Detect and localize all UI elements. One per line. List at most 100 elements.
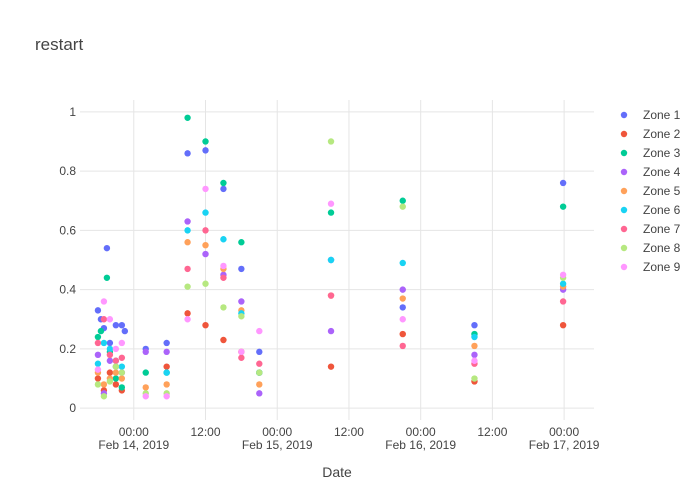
legend-item[interactable]: Zone 1 (620, 108, 681, 122)
data-point (399, 295, 406, 302)
data-point (163, 348, 170, 356)
legend-item[interactable]: Zone 2 (620, 127, 681, 141)
legend-item[interactable]: Zone 7 (620, 222, 681, 236)
legend-label: Zone 1 (643, 108, 681, 122)
data-point (399, 330, 406, 338)
data-point (399, 304, 406, 311)
legend-marker (620, 130, 628, 138)
data-point (220, 185, 227, 193)
data-point (220, 304, 227, 311)
legend-marker (620, 244, 628, 252)
legend-label: Zone 3 (643, 146, 681, 160)
data-point (94, 339, 102, 347)
legend-label: Zone 6 (643, 203, 681, 217)
data-point (112, 375, 120, 382)
data-point (106, 339, 114, 347)
legend-marker (620, 187, 628, 195)
legend-item[interactable]: Zone 8 (620, 241, 681, 255)
data-point (220, 274, 227, 281)
data-point (163, 339, 170, 347)
x-tick-label: 00:00 (406, 425, 436, 439)
data-point (100, 339, 108, 347)
y-tick-label: 0.4 (59, 283, 76, 297)
data-point (559, 280, 567, 287)
legend-item[interactable]: Zone 4 (620, 165, 681, 179)
data-point (220, 336, 227, 344)
x-tick-sublabel: Feb 17, 2019 (529, 438, 600, 452)
data-point (202, 321, 209, 329)
data-point (163, 369, 170, 376)
legend-item[interactable]: Zone 6 (620, 203, 681, 217)
data-point (97, 327, 105, 335)
data-point (163, 363, 170, 370)
data-point (559, 298, 567, 305)
data-point (100, 316, 108, 323)
data-point (220, 179, 227, 187)
data-point (471, 333, 478, 341)
grid (80, 100, 594, 420)
data-point (327, 292, 335, 299)
data-point (327, 363, 335, 370)
plot-points (94, 114, 567, 400)
data-point (559, 321, 567, 329)
data-point (399, 316, 406, 323)
legend-marker (620, 225, 628, 233)
legend-marker (620, 168, 628, 176)
x-tick-label: 12:00 (190, 425, 220, 439)
plot-area (80, 100, 594, 420)
data-point (94, 375, 102, 382)
series-zone-9 (94, 185, 567, 400)
data-point (327, 209, 335, 216)
y-tick-label: 0.6 (59, 223, 76, 237)
data-point (399, 203, 406, 210)
data-point (184, 150, 191, 157)
data-point (118, 375, 126, 382)
series-zone-3 (94, 114, 567, 391)
series-zone-1 (94, 147, 567, 356)
x-tick-label: 12:00 (334, 425, 364, 439)
data-point (327, 138, 335, 145)
data-point (471, 321, 478, 329)
data-point (118, 354, 126, 361)
data-point (202, 280, 209, 287)
data-point (399, 197, 406, 204)
data-point (238, 239, 245, 246)
legend-label: Zone 5 (643, 184, 681, 198)
data-point (100, 381, 108, 388)
data-point (184, 218, 191, 225)
data-point (184, 316, 191, 323)
data-point (142, 348, 149, 356)
data-point (106, 357, 114, 364)
legend-item[interactable]: Zone 5 (620, 184, 681, 198)
legend-label: Zone 9 (643, 260, 681, 274)
legend-label: Zone 4 (643, 165, 681, 179)
data-point (112, 369, 120, 376)
legend-marker (620, 263, 628, 271)
data-point (106, 378, 114, 385)
data-point (142, 393, 149, 400)
data-point (327, 200, 335, 207)
series-zone-7 (94, 227, 567, 367)
legend-label: Zone 8 (643, 241, 681, 255)
data-point (118, 363, 126, 370)
data-point (471, 342, 478, 350)
data-point (256, 369, 263, 376)
data-point (100, 298, 108, 305)
legend-item[interactable]: Zone 3 (620, 146, 681, 160)
data-point (202, 227, 209, 234)
legend-item[interactable]: Zone 9 (620, 260, 681, 274)
data-point (399, 259, 406, 267)
chart-title: restart (35, 35, 83, 54)
data-point (327, 256, 335, 264)
legend[interactable]: Zone 1 Zone 2 Zone 3 Zone 4 Zone 5 Zone 6 Zone… (620, 108, 681, 274)
x-tick-sublabel: Feb 14, 2019 (98, 438, 169, 452)
y-tick-label: 0.2 (59, 342, 76, 356)
data-point (118, 369, 126, 376)
x-tick-label: 00:00 (119, 425, 149, 439)
data-point (238, 298, 245, 305)
data-point (327, 327, 335, 335)
data-point (112, 381, 120, 388)
data-point (118, 321, 126, 329)
